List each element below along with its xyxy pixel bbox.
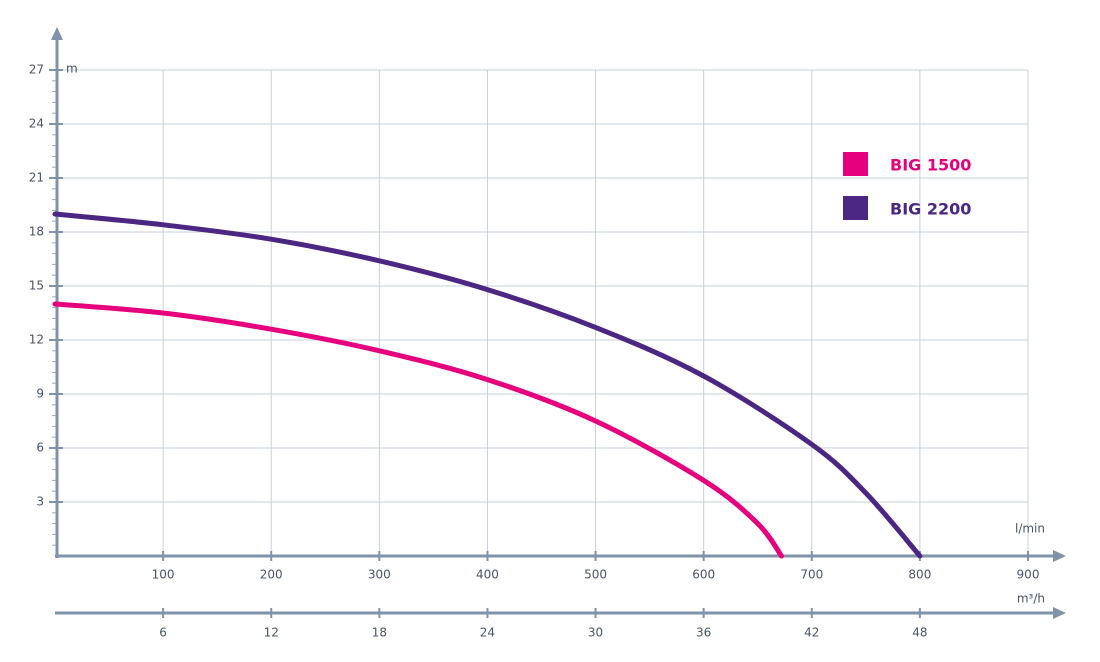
legend-swatch [843,152,868,176]
y-arrow [51,27,63,40]
legend-label: BIG 2200 [890,200,971,219]
x2-tick-label: 36 [696,626,711,640]
x-arrow [1053,550,1066,562]
x2-tick-label: 30 [588,626,603,640]
x2-tick-label: 6 [159,626,167,640]
y-tick-label: 9 [36,387,44,401]
x2-tick-label: 42 [804,626,819,640]
x2-tick-label: 24 [480,626,495,640]
legend-swatch [843,196,868,220]
x2-arrow [1053,607,1066,619]
x-tick-label: 900 [1017,568,1040,582]
y-tick-label: 18 [29,225,44,239]
x2-tick-label: 12 [264,626,279,640]
x-tick-label: 700 [800,568,823,582]
y-tick-label: 3 [36,495,44,509]
legend-label: BIG 1500 [890,156,971,175]
y-axis-label: m [66,62,78,76]
y-tick-label: 12 [29,333,44,347]
x-tick-label: 400 [476,568,499,582]
y-tick-label: 27 [29,63,44,77]
x-tick-label: 100 [152,568,175,582]
x2-axis-label: m³/h [1017,592,1045,606]
y-tick-label: 21 [29,171,44,185]
x-tick-label: 200 [260,568,283,582]
x-tick-label: 800 [908,568,931,582]
series-line [52,211,923,559]
x2-tick-label: 48 [912,626,927,640]
x-tick-label: 500 [584,568,607,582]
y-tick-label: 15 [29,279,44,293]
series-line [52,301,785,559]
axes-decor [51,27,1066,619]
x-axis-label: l/min [1015,522,1045,536]
y-tick-label: 24 [29,117,44,131]
x2-tick-label: 18 [372,626,387,640]
x-tick-label: 600 [692,568,715,582]
x-tick-label: 300 [368,568,391,582]
y-tick-label: 6 [36,441,44,455]
